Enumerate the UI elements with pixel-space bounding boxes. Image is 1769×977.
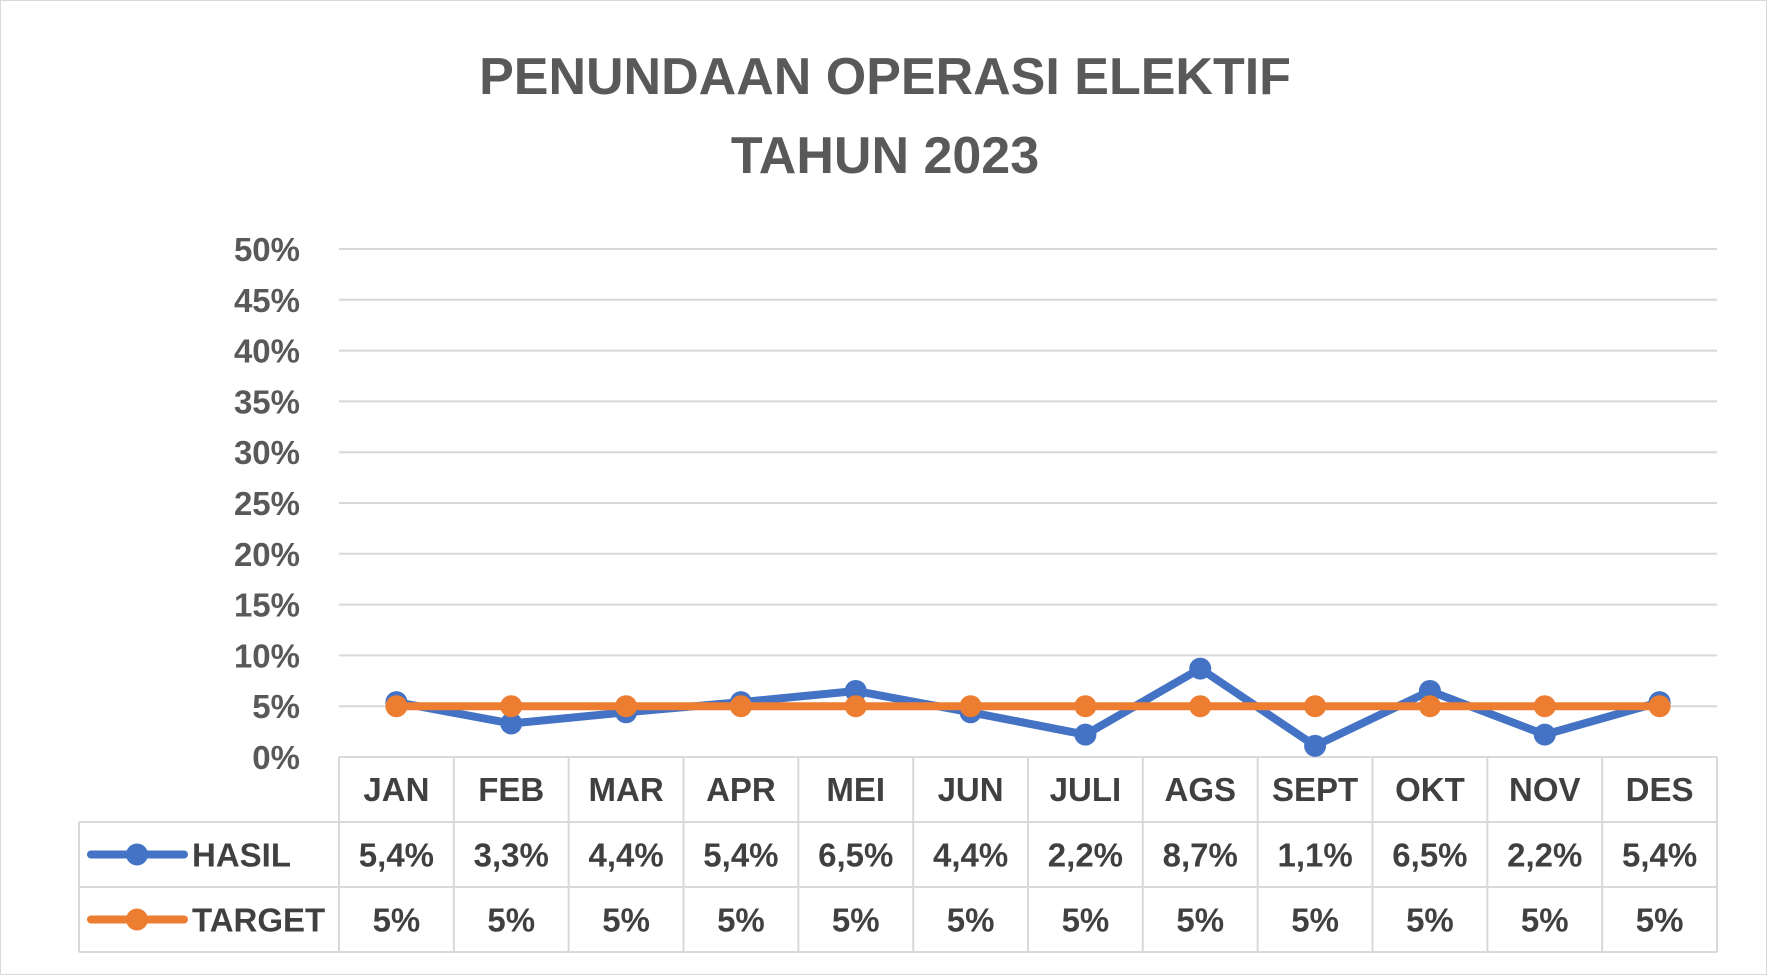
- data-point: [1418, 679, 1441, 702]
- data-label: 1,1%: [1277, 837, 1352, 874]
- data-point: [1533, 695, 1556, 718]
- legend-key-target: [87, 908, 188, 931]
- data-point: [1533, 723, 1556, 746]
- y-tick-label: 5%: [252, 688, 300, 725]
- data-point: [1418, 695, 1441, 718]
- data-label: 8,7%: [1163, 837, 1238, 874]
- x-tick-label: JAN: [363, 771, 429, 808]
- data-label: 5%: [487, 902, 535, 939]
- data-label: 3,3%: [474, 837, 549, 874]
- data-label: 5,4%: [359, 837, 434, 874]
- data-point: [500, 695, 523, 718]
- x-tick-label: DES: [1626, 771, 1694, 808]
- data-point: [615, 695, 638, 718]
- x-tick-label: OKT: [1395, 771, 1465, 808]
- data-label: 2,2%: [1048, 837, 1123, 874]
- data-label: 5%: [1291, 902, 1339, 939]
- data-label: 5%: [1521, 902, 1569, 939]
- y-tick-label: 35%: [234, 383, 300, 420]
- legend-marker: [126, 908, 148, 931]
- data-label: 5%: [1636, 902, 1684, 939]
- x-tick-label: APR: [706, 771, 776, 808]
- y-tick-label: 20%: [234, 536, 300, 573]
- x-tick-label: JUN: [938, 771, 1004, 808]
- legend-marker: [126, 843, 148, 866]
- chart-title: PENUNDAAN OPERASI ELEKTIF TAHUN 2023: [479, 48, 1291, 185]
- data-point: [729, 695, 752, 718]
- x-tick-label: NOV: [1509, 771, 1581, 808]
- data-label: 5%: [717, 902, 765, 939]
- legend-label-hasil: HASIL: [192, 837, 291, 874]
- y-tick-label: 0%: [252, 739, 300, 776]
- data-label: 5%: [373, 902, 421, 939]
- x-tick-label: SEPT: [1272, 771, 1358, 808]
- data-point: [1074, 723, 1097, 746]
- y-tick-label: 50%: [234, 231, 300, 268]
- data-point: [500, 712, 523, 735]
- data-point: [385, 695, 408, 718]
- series-target: [385, 695, 1671, 718]
- y-tick-label: 45%: [234, 282, 300, 319]
- data-label: 5%: [1062, 902, 1110, 939]
- legend-key-hasil: [87, 843, 188, 866]
- data-label: 2,2%: [1507, 837, 1582, 874]
- data-point: [1074, 695, 1097, 718]
- data-label: 6,5%: [1392, 837, 1467, 874]
- data-point: [1648, 695, 1671, 718]
- legend-label-target: TARGET: [192, 902, 325, 939]
- data-point: [959, 695, 982, 718]
- x-tick-label: JULI: [1050, 771, 1122, 808]
- data-label: 5%: [832, 902, 880, 939]
- data-label: 5%: [602, 902, 650, 939]
- y-tick-label: 15%: [234, 587, 300, 624]
- data-table: JAN FEB MAR APR MEI JUN JULI AGS SEPT OKT NOV DES HA…: [78, 756, 1718, 953]
- y-tick-label: 30%: [234, 434, 300, 471]
- y-tick-label: 25%: [234, 485, 300, 522]
- data-label: 5%: [1406, 902, 1454, 939]
- x-tick-label: AGS: [1164, 771, 1236, 808]
- data-point: [1304, 734, 1327, 757]
- x-tick-label: FEB: [478, 771, 544, 808]
- data-label: 4,4%: [933, 837, 1008, 874]
- data-point: [844, 695, 867, 718]
- y-axis-ticks: 0% 5% 10% 15% 20% 25% 30% 35% 40% 45% 50%: [234, 231, 300, 776]
- series-lines: [385, 657, 1671, 757]
- chart-title-line-1: PENUNDAAN OPERASI ELEKTIF: [479, 48, 1291, 106]
- data-label: 5%: [947, 902, 995, 939]
- data-label: 6,5%: [818, 837, 893, 874]
- gridlines: [339, 248, 1717, 708]
- chart-title-line-2: TAHUN 2023: [731, 127, 1039, 185]
- data-label: 4,4%: [588, 837, 663, 874]
- data-point: [1189, 657, 1212, 680]
- x-tick-label: MAR: [589, 771, 664, 808]
- data-point: [1189, 695, 1212, 718]
- data-point: [844, 679, 867, 702]
- data-label: 5,4%: [1622, 837, 1697, 874]
- x-tick-label: MEI: [826, 771, 885, 808]
- data-label: 5,4%: [703, 837, 778, 874]
- y-tick-label: 10%: [234, 637, 300, 674]
- data-label: 5%: [1176, 902, 1224, 939]
- data-point: [1304, 695, 1327, 718]
- series-line-hasil: [392, 664, 1664, 750]
- y-tick-label: 40%: [234, 333, 300, 370]
